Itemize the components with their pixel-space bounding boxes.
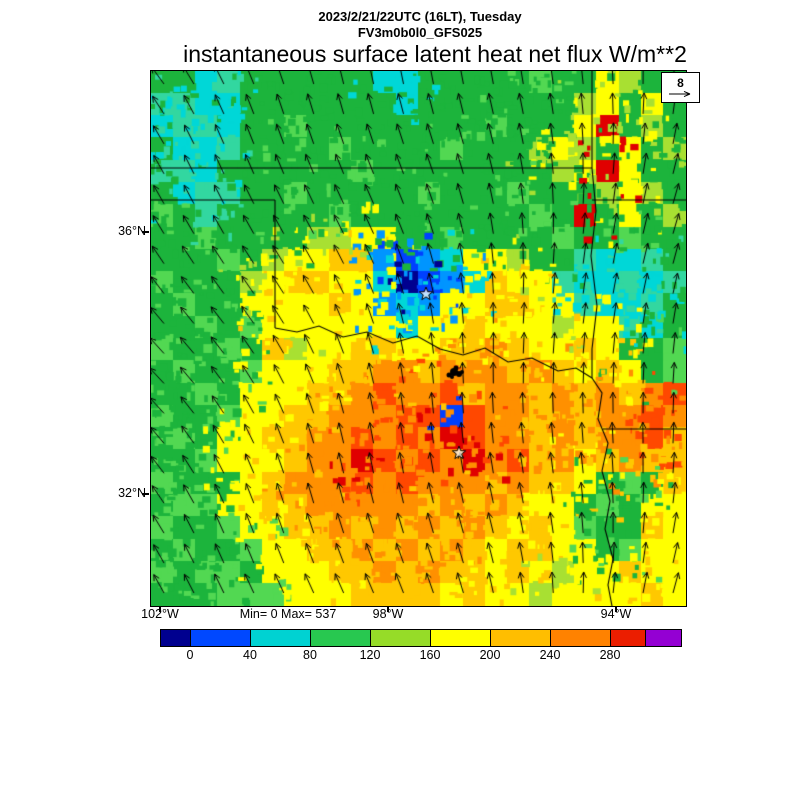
colorbar-tick-label: 0	[186, 648, 194, 662]
axis-tick-94w	[615, 606, 617, 612]
flux-field-canvas	[151, 71, 686, 606]
page-title: instantaneous surface latent heat net fl…	[183, 41, 687, 67]
axis-tick-98w	[387, 606, 389, 612]
model-line: FV3m0b0l0_GFS025	[357, 25, 483, 40]
colorbar-tick-label: 120	[359, 648, 381, 662]
wind-reference-value: 8	[677, 76, 684, 90]
colorbar-segment	[251, 630, 311, 646]
lon-label-94w: 94°W	[600, 607, 632, 621]
lon-label-98w: 98°W	[372, 607, 404, 621]
minmax-label: Min= 0 Max= 537	[239, 607, 337, 621]
axis-tick-36n	[142, 231, 149, 233]
colorbar-tick-label: 200	[479, 648, 501, 662]
colorbar-tick-label: 80	[303, 648, 317, 662]
colorbar-segment	[161, 630, 191, 646]
lat-label-36n: 36°N	[118, 224, 146, 238]
colorbar	[160, 629, 682, 647]
axis-tick-102w	[159, 606, 161, 612]
colorbar-tick-label: 280	[599, 648, 621, 662]
datetime-line: 2023/2/21/22UTC (16LT), Tuesday	[318, 9, 522, 24]
axis-tick-32n	[142, 493, 149, 495]
colorbar-segment	[371, 630, 431, 646]
lat-label-32n: 32°N	[118, 486, 146, 500]
lon-label-102w: 102°W	[141, 607, 179, 621]
colorbar-segment	[551, 630, 611, 646]
colorbar-segment	[611, 630, 646, 646]
wind-reference-arrow-icon	[668, 90, 690, 98]
colorbar-labels: 0 40 80 120 160 200 240 280	[160, 648, 680, 663]
colorbar-segment	[191, 630, 251, 646]
colorbar-tick-label: 240	[539, 648, 561, 662]
colorbar-segment	[431, 630, 491, 646]
colorbar-segment	[646, 630, 681, 646]
colorbar-tick-label: 40	[243, 648, 257, 662]
map-panel: 8	[150, 70, 700, 607]
colorbar-segment	[491, 630, 551, 646]
colorbar-tick-label: 160	[419, 648, 441, 662]
colorbar-segment	[311, 630, 371, 646]
wind-reference-box: 8	[661, 72, 700, 103]
